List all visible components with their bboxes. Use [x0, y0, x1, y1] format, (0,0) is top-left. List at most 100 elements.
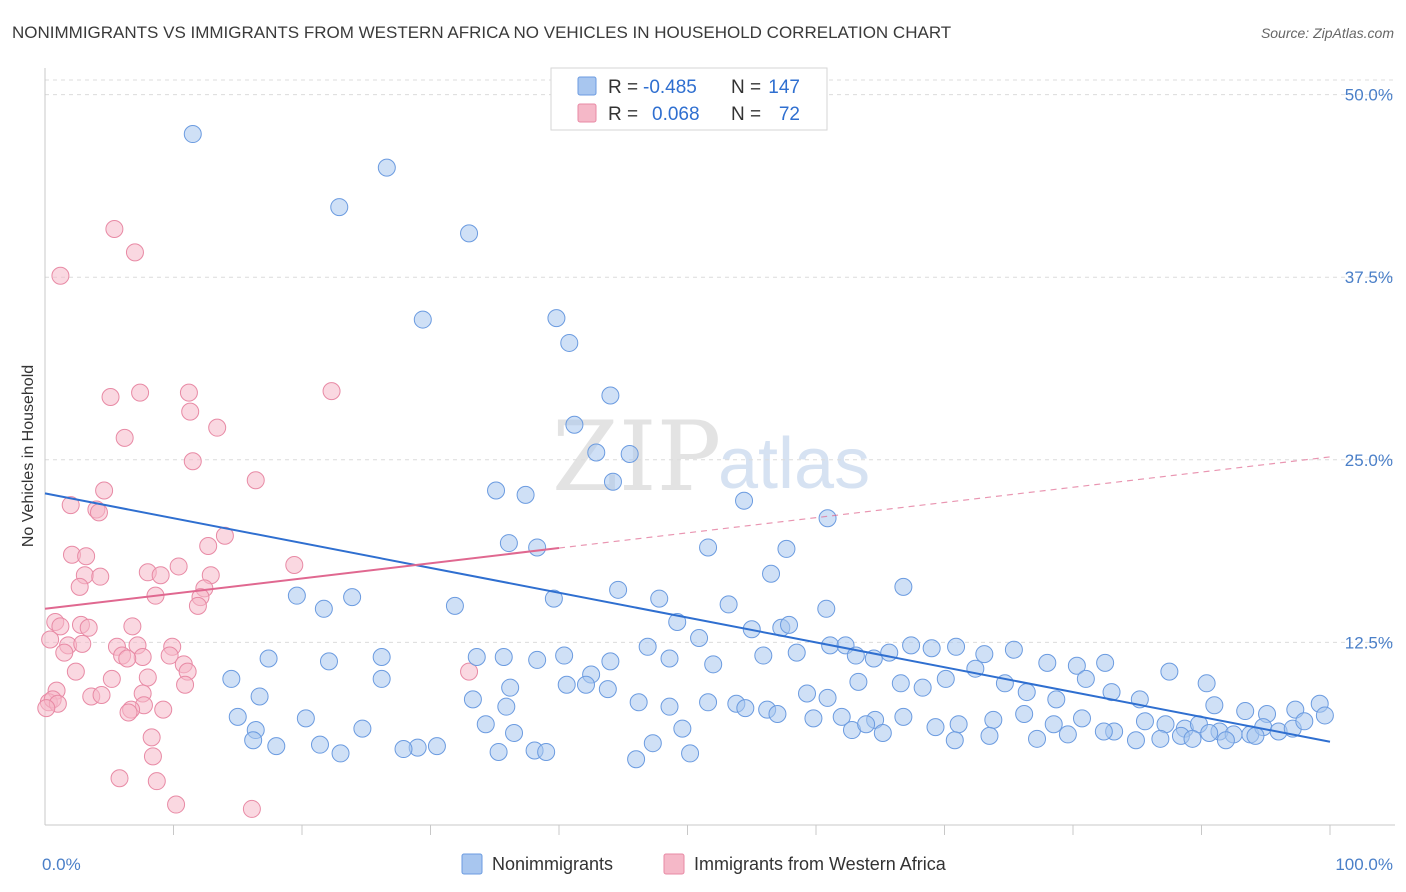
chart-source: Source: ZipAtlas.com [1261, 25, 1394, 41]
y-tick-label: 12.5% [1345, 633, 1393, 652]
point-immigrants [131, 383, 150, 402]
point-nonimmigrants [936, 669, 955, 688]
point-immigrants [91, 567, 110, 586]
chart-title: NONIMMIGRANTS VS IMMIGRANTS FROM WESTERN… [12, 23, 951, 42]
point-immigrants [101, 387, 120, 406]
point-nonimmigrants [736, 699, 755, 718]
point-nonimmigrants [445, 596, 464, 615]
point-nonimmigrants [1047, 690, 1066, 709]
point-nonimmigrants [377, 158, 396, 177]
point-nonimmigrants [980, 726, 999, 745]
point-nonimmigrants [463, 690, 482, 709]
bottom-legend-label-immigrants: Immigrants from Western Africa [694, 854, 947, 874]
legend-box: R = -0.485 N = 147 R = 0.068 N = 72 [550, 67, 828, 131]
point-nonimmigrants [601, 386, 620, 405]
point-nonimmigrants [719, 595, 738, 614]
point-nonimmigrants [287, 586, 306, 605]
point-immigrants [73, 634, 92, 653]
point-immigrants [118, 649, 137, 668]
point-immigrants [460, 662, 479, 681]
point-nonimmigrants [557, 675, 576, 694]
point-nonimmigrants [913, 678, 932, 697]
point-nonimmigrants [310, 735, 329, 754]
point-nonimmigrants [494, 648, 513, 667]
point-nonimmigrants [818, 509, 837, 528]
point-immigrants [143, 747, 162, 766]
point-immigrants [79, 618, 98, 637]
legend-frame [550, 67, 828, 131]
point-nonimmigrants [544, 589, 563, 608]
point-nonimmigrants [587, 443, 606, 462]
point-nonimmigrants [643, 734, 662, 753]
point-immigrants [119, 703, 138, 722]
point-nonimmigrants [1246, 726, 1265, 745]
point-immigrants [55, 643, 74, 662]
point-nonimmigrants [528, 650, 547, 669]
point-nonimmigrants [343, 588, 362, 607]
watermark: ZIP atlas [552, 401, 870, 513]
point-nonimmigrants [499, 534, 518, 553]
point-immigrants [61, 496, 80, 515]
point-immigrants [246, 471, 265, 490]
point-nonimmigrants [873, 723, 892, 742]
axes: 12.5% 25.0% 37.5% 50.0% 0.0% 100.0% [42, 68, 1395, 874]
point-nonimmigrants [394, 740, 413, 759]
legend-n-label-nonimmigrants: N = [731, 77, 761, 98]
watermark-atlas: atlas [718, 424, 870, 504]
point-nonimmigrants [497, 697, 516, 716]
legend-swatch-immigrants [577, 103, 597, 123]
point-immigrants [138, 668, 157, 687]
point-nonimmigrants [1094, 722, 1113, 741]
point-nonimmigrants [1216, 731, 1235, 750]
point-nonimmigrants [1315, 706, 1334, 725]
point-nonimmigrants [228, 707, 247, 726]
point-immigrants [133, 648, 152, 667]
point-nonimmigrants [372, 648, 391, 667]
point-nonimmigrants [817, 599, 836, 618]
point-nonimmigrants [975, 645, 994, 664]
point-nonimmigrants [945, 731, 964, 750]
point-nonimmigrants [1058, 725, 1077, 744]
point-nonimmigrants [1038, 653, 1057, 672]
legend-r-label-nonimmigrants: R = [608, 77, 638, 98]
point-immigrants [199, 536, 218, 555]
point-nonimmigrants [699, 693, 718, 712]
point-immigrants [77, 547, 96, 566]
point-nonimmigrants [949, 715, 968, 734]
point-nonimmigrants [891, 674, 910, 693]
point-immigrants [322, 382, 341, 401]
point-nonimmigrants [555, 646, 574, 665]
point-immigrants [105, 220, 124, 238]
bottom-legend-swatch-immigrants [663, 853, 685, 875]
point-immigrants [285, 555, 304, 574]
point-nonimmigrants [699, 538, 718, 557]
trend-line-nonimmigrants [44, 492, 1331, 743]
point-nonimmigrants [501, 678, 520, 697]
point-immigrants [208, 418, 227, 437]
point-nonimmigrants [296, 709, 315, 728]
legend-r-value-immigrants: 0.068 [652, 104, 700, 125]
point-immigrants [89, 503, 108, 522]
point-nonimmigrants [487, 481, 506, 500]
point-nonimmigrants [620, 444, 639, 463]
point-nonimmigrants [1183, 729, 1202, 748]
point-nonimmigrants [754, 646, 773, 665]
legend-swatch-nonimmigrants [577, 76, 597, 96]
point-nonimmigrants [780, 615, 799, 634]
point-immigrants [188, 596, 207, 615]
y-axis-label: No Vehicles in Household [20, 365, 37, 547]
point-nonimmigrants [330, 198, 349, 217]
point-immigrants [125, 243, 144, 262]
y-tick-label: 50.0% [1345, 86, 1393, 105]
point-immigrants [95, 481, 114, 500]
point-nonimmigrants [505, 723, 524, 742]
trend-line-extension-immigrants [558, 456, 1331, 549]
y-tick-label: 25.0% [1345, 451, 1393, 470]
point-nonimmigrants [947, 637, 966, 656]
point-immigrants [160, 646, 179, 665]
point-immigrants [147, 772, 166, 791]
legend-n-value-immigrants: 72 [779, 104, 800, 125]
point-immigrants [102, 669, 121, 688]
point-nonimmigrants [735, 491, 754, 510]
